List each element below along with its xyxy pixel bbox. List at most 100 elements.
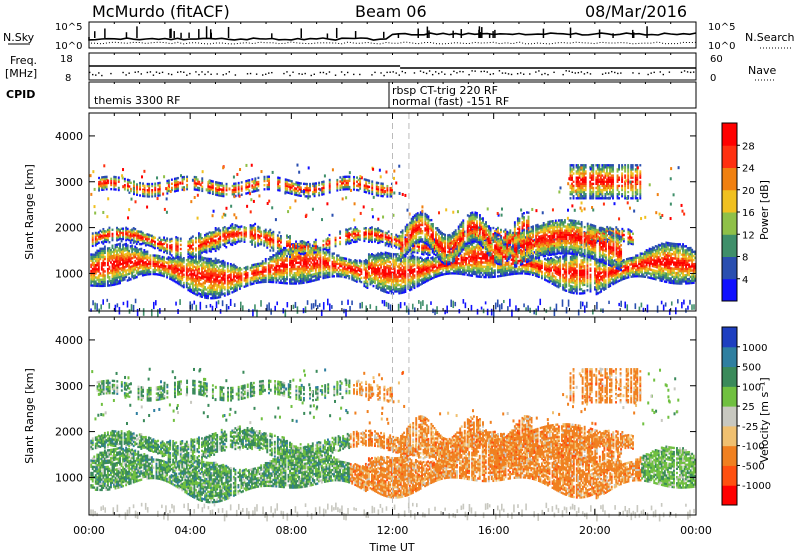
heatmap-cell: [240, 281, 242, 283]
heatmap-cell: [319, 276, 321, 278]
heatmap-cell: [649, 266, 651, 268]
heatmap-cell: [590, 280, 592, 282]
heatmap-cell: [303, 282, 305, 284]
heatmap-cell: [576, 288, 578, 290]
heatmap-cell: [286, 264, 288, 266]
heatmap-cell: [104, 276, 106, 278]
heatmap-cell: [236, 287, 238, 289]
heatmap-cell: [272, 281, 274, 283]
heatmap-cell: [295, 282, 297, 284]
heatmap-cell: [605, 273, 607, 275]
nave-point: [207, 71, 208, 72]
nave-point: [122, 72, 123, 73]
heatmap-cell: [207, 297, 209, 299]
heatmap-cell: [394, 270, 396, 272]
heatmap-cell: [216, 288, 218, 290]
heatmap-cell: [494, 276, 496, 278]
cpid-segment-normal: normal (fast) -151 RF: [392, 95, 509, 108]
heatmap-cell: [247, 272, 249, 274]
heatmap-cell: [565, 271, 567, 273]
heatmap-cell: [549, 273, 551, 275]
heatmap-cell: [300, 261, 302, 263]
heatmap-cell: [590, 288, 592, 290]
nave-point: [405, 72, 406, 73]
heatmap-cell: [590, 276, 592, 278]
heatmap-cell: [189, 286, 191, 288]
heatmap-cell: [541, 277, 543, 279]
heatmap-cell: [541, 267, 543, 269]
nave-point: [499, 70, 500, 71]
heatmap-cell: [210, 283, 212, 285]
heatmap-cell: [99, 258, 101, 260]
heatmap-cell: [140, 248, 142, 250]
heatmap-cell: [576, 276, 578, 278]
nave-point: [690, 72, 691, 73]
heatmap-cell: [590, 270, 592, 272]
heatmap-cell: [464, 267, 466, 269]
heatmap-cell: [180, 282, 182, 284]
heatmap-cell: [565, 267, 567, 269]
heatmap-cell: [291, 280, 293, 282]
nsearch-tick-top: 10^5: [708, 22, 735, 33]
heatmap-cell: [404, 258, 406, 260]
heatmap-cell: [224, 280, 226, 282]
heatmap-cell: [565, 279, 567, 281]
heatmap-cell: [294, 264, 296, 266]
heatmap-cell: [133, 271, 135, 273]
heatmap-cell: [286, 268, 288, 270]
heatmap-cell: [404, 280, 406, 282]
heatmap-cell: [227, 266, 229, 268]
heatmap-cell: [404, 274, 406, 276]
nave-point: [125, 74, 126, 75]
nave-point: [396, 72, 397, 73]
heatmap-cell: [474, 250, 476, 252]
nave-point: [402, 71, 403, 72]
heatmap-cell: [101, 266, 103, 268]
heatmap-cell: [682, 247, 684, 249]
heatmap-cell: [389, 261, 391, 263]
heatmap-cell: [565, 277, 567, 279]
heatmap-cell: [112, 239, 114, 241]
nave-point: [438, 73, 439, 74]
heatmap-cell: [163, 256, 165, 258]
heatmap-cell: [286, 276, 288, 278]
heatmap-cell: [227, 264, 229, 266]
heatmap-cell: [404, 291, 406, 293]
nave-point: [654, 72, 655, 73]
heatmap-cell: [108, 227, 110, 229]
heatmap-cell: [224, 276, 226, 278]
nave-point: [614, 72, 615, 73]
heatmap-cell: [193, 272, 195, 274]
heatmap-cell: [368, 259, 370, 261]
heatmap-cell: [108, 231, 110, 233]
heatmap-cell: [239, 288, 241, 290]
heatmap-cell: [395, 261, 397, 263]
heatmap-cell: [183, 274, 185, 276]
heatmap-cell: [283, 276, 285, 278]
heatmap-cell: [586, 262, 588, 264]
heatmap-cell: [119, 243, 121, 245]
nave-point: [262, 74, 263, 75]
heatmap-cell: [576, 263, 578, 265]
heatmap-cell: [104, 285, 106, 287]
nsky-tick-top: 10^5: [55, 22, 82, 33]
heatmap-cell: [219, 296, 221, 298]
nave-point: [150, 71, 151, 72]
heatmap-cell: [327, 261, 329, 263]
heatmap-cell: [102, 228, 104, 230]
heatmap-cell: [404, 276, 406, 278]
nave-point: [147, 72, 148, 73]
heatmap-cell: [247, 282, 249, 284]
nave-point: [135, 72, 136, 73]
nave-point: [453, 71, 454, 72]
heatmap-cell: [104, 248, 106, 250]
heatmap-cell: [224, 274, 226, 276]
freq-tick-top: 18: [60, 54, 73, 65]
heatmap-cell: [518, 266, 520, 268]
nave-point: [471, 70, 472, 71]
heatmap-cell: [586, 289, 588, 291]
heatmap-cell: [92, 234, 94, 236]
heatmap-cell: [565, 285, 567, 287]
heatmap-cell: [366, 280, 368, 282]
heatmap-cell: [119, 245, 121, 247]
